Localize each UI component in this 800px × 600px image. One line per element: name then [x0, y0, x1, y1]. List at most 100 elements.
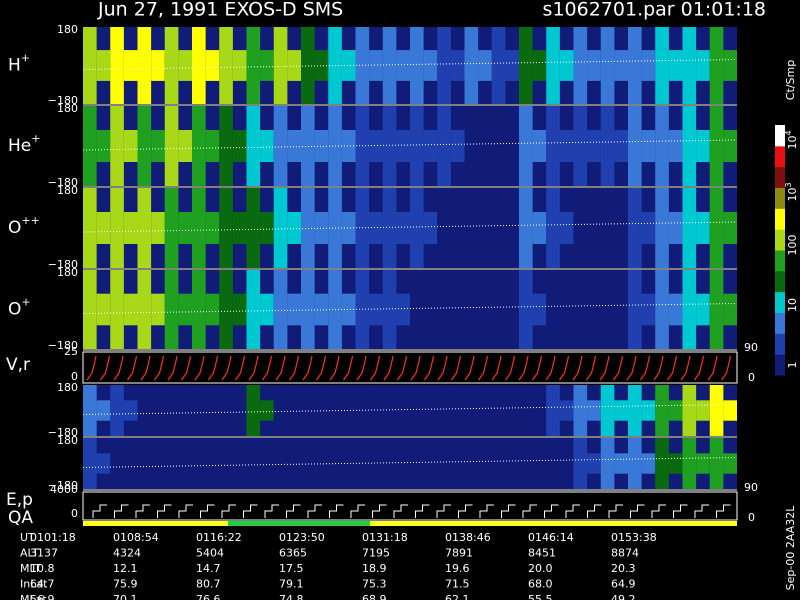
spectrogram-column-core — [178, 293, 192, 326]
spectrogram-column — [709, 385, 724, 436]
spectrogram-column-core — [369, 50, 383, 81]
spectrogram-column — [219, 438, 233, 489]
spectrogram-column-core — [478, 400, 492, 421]
ion-charge: ++ — [21, 214, 39, 227]
spectrogram-column-core — [369, 400, 383, 421]
spectrogram-column — [709, 438, 724, 489]
ion-charge: + — [31, 132, 40, 145]
spectrogram-column — [437, 438, 451, 489]
qa-label: QA — [8, 508, 33, 528]
spectrogram-column — [301, 188, 315, 268]
spectrogram-column-core — [450, 130, 465, 162]
table-cell: 6365 — [279, 547, 307, 560]
spectrogram-column — [83, 385, 97, 436]
spectrogram-column — [164, 188, 179, 268]
spectrogram-column — [464, 270, 479, 349]
spectrogram-column-core — [696, 50, 710, 81]
spectrogram-column — [83, 188, 97, 268]
spectrogram-column — [519, 385, 533, 436]
qa-bar-good — [228, 521, 370, 526]
spectrogram-column-core — [505, 293, 519, 326]
spectrogram-column — [491, 385, 506, 436]
spectrogram-column-core — [178, 212, 192, 244]
spectrogram-column — [246, 188, 261, 268]
spectrogram-column — [600, 188, 615, 268]
qa-bar — [83, 521, 737, 526]
spectrogram-column-core — [587, 293, 601, 326]
spectrogram-column-core — [641, 212, 656, 244]
spectrogram-column — [110, 385, 124, 436]
table-cell: 68.9 — [362, 593, 387, 600]
spectrogram-column — [246, 385, 261, 436]
spectrogram-column — [573, 106, 588, 186]
spectrogram-column — [628, 385, 642, 436]
spectrogram-column-core — [96, 453, 111, 474]
spectrogram-column — [164, 270, 179, 349]
spectrogram-column — [192, 438, 206, 489]
spectrogram-column-core — [587, 212, 601, 244]
spectrogram-column-core — [423, 400, 438, 421]
y-tick-top: 180 — [57, 102, 78, 115]
velocity-trace — [86, 355, 732, 381]
table-cell: 70.1 — [113, 593, 138, 600]
spectrogram-column-core — [178, 130, 192, 162]
title: Jun 27, 1991 EXOS-D SMS — [97, 0, 343, 21]
spectrogram-column — [546, 106, 560, 186]
spectrogram-column-core — [96, 212, 111, 244]
table-cell: 55.5 — [528, 593, 553, 600]
spectrogram-column-core — [341, 130, 356, 162]
table-cell: 0101:18 — [30, 531, 76, 544]
spectrogram-column-core — [614, 400, 628, 421]
row-label: MLat — [20, 593, 47, 600]
spectrogram-column-core — [205, 400, 220, 421]
table-cell: 0153:38 — [611, 531, 657, 544]
file-label: s1062701.par 01:01:18 — [543, 0, 766, 21]
spectrogram-column — [110, 106, 124, 186]
spectrogram-column-core — [478, 50, 492, 81]
spectrogram-column-core — [96, 130, 111, 162]
colorbar-cell — [775, 166, 785, 188]
spectrogram-column — [491, 106, 506, 186]
spectrogram-column-core — [287, 130, 301, 162]
spectrogram-column — [137, 438, 152, 489]
y-tick-bottom: −180 — [48, 479, 78, 492]
table-cell: 0108:54 — [113, 531, 159, 544]
spectrogram-column-core — [314, 50, 329, 81]
spectrogram-column — [519, 188, 533, 268]
spectrogram-column-core — [341, 50, 356, 81]
colorbar-label: 1 — [786, 362, 799, 369]
spectrogram-column — [219, 106, 233, 186]
spectrogram-column-core — [123, 50, 138, 81]
spectrogram-column-core — [314, 400, 329, 421]
spectrogram-column — [273, 188, 288, 268]
spectrogram-column — [682, 106, 697, 186]
spectrogram-column — [246, 27, 261, 104]
spectrogram-column — [137, 27, 152, 104]
spectrogram-column-core — [423, 212, 438, 244]
colorbar-label-base: 10 — [786, 136, 799, 150]
spectrogram-column — [273, 438, 288, 489]
spectrogram-column — [600, 27, 615, 104]
spectrogram-column — [491, 188, 506, 268]
colorbar-cell — [775, 312, 785, 334]
spectrogram-column — [709, 270, 724, 349]
spectrogram-column-core — [587, 453, 601, 474]
spectrogram-column-core — [205, 453, 220, 474]
table-cell: 75.9 — [113, 578, 138, 591]
trace — [82, 59, 738, 70]
spectrogram-column — [600, 438, 615, 489]
y-tick-bottom: −180 — [48, 339, 78, 352]
table-cell: 64.7 — [30, 578, 55, 591]
table-cell: 20.3 — [611, 562, 636, 575]
colorbar-label: 100 — [786, 235, 799, 256]
trace — [82, 221, 738, 233]
table-cell: 74.8 — [279, 593, 304, 600]
spectrogram-column-core — [205, 212, 220, 244]
spectrogram-column-core — [123, 212, 138, 244]
footer: Sep-00 2AA32L — [784, 505, 797, 591]
spectrogram-column — [382, 188, 397, 268]
spectrogram-column-core — [341, 212, 356, 244]
y-tick-top: 180 — [57, 266, 78, 279]
spectrogram-column — [573, 438, 588, 489]
table-cell: 71.5 — [445, 578, 470, 591]
